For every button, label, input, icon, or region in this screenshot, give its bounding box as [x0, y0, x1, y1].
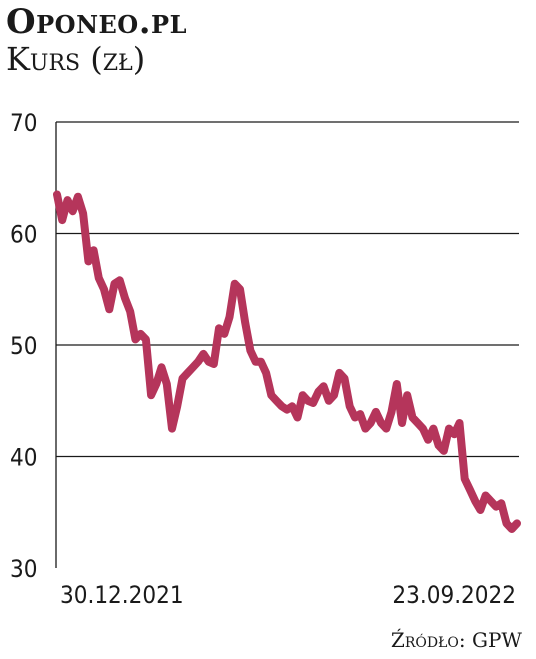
x-tick-labels: 30.12.2021 23.09.2022	[60, 581, 516, 609]
y-tick-label: 50	[10, 332, 37, 360]
y-tick-labels: 30 40 50 60 70	[10, 109, 37, 583]
y-tick-label: 30	[10, 555, 37, 583]
x-tick-label: 30.12.2021	[60, 581, 184, 609]
y-tick-label: 40	[10, 444, 37, 472]
source-note: Źródło: GPW	[390, 628, 522, 652]
gridlines	[56, 121, 519, 458]
x-tick-label: 23.09.2022	[392, 581, 516, 609]
chart-title: Oponeo.pl	[6, 2, 187, 42]
chart-subtitle: Kurs (zł)	[6, 40, 146, 78]
price-line	[53, 190, 521, 533]
series-layer	[53, 190, 521, 533]
y-tick-label: 60	[10, 221, 37, 249]
y-tick-label: 70	[10, 109, 37, 137]
